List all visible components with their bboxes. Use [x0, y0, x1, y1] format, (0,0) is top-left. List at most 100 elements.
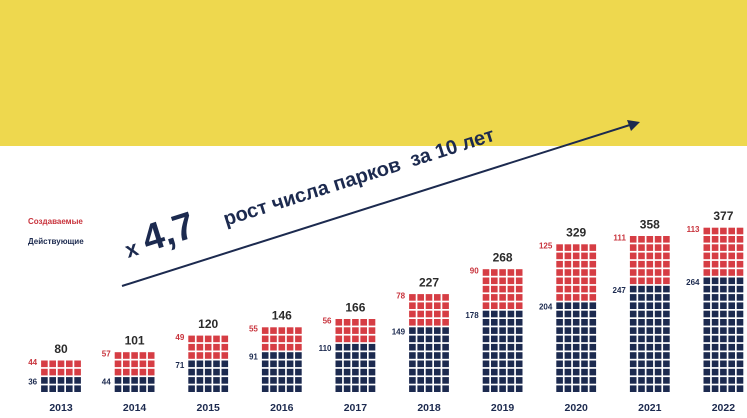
active-square: [646, 310, 654, 318]
active-square: [736, 360, 744, 368]
active-square: [646, 302, 654, 309]
active-square: [589, 327, 597, 334]
active-square: [188, 377, 195, 384]
created-square: [572, 285, 580, 293]
active-square: [335, 385, 343, 392]
active-square: [417, 360, 424, 368]
active-square: [654, 343, 662, 351]
created-square: [286, 335, 294, 343]
active-square: [507, 352, 515, 359]
active-square: [629, 319, 637, 326]
active-square: [711, 377, 719, 384]
active-square: [728, 360, 735, 368]
active-square: [629, 360, 637, 368]
created-square: [629, 244, 637, 251]
created-square: [736, 260, 744, 268]
created-square: [507, 285, 515, 293]
created-value-2021: 111: [613, 233, 626, 242]
active-square: [499, 377, 506, 384]
active-square: [482, 368, 490, 376]
active-square: [261, 385, 269, 392]
active-square: [417, 327, 424, 334]
year-label-2017: 2017: [344, 402, 368, 414]
active-square: [703, 352, 711, 359]
active-square: [41, 377, 48, 384]
created-square: [491, 294, 498, 301]
created-square: [66, 368, 73, 376]
created-square: [270, 335, 277, 343]
created-square: [564, 277, 572, 285]
active-square: [278, 385, 286, 392]
active-square: [491, 327, 498, 334]
created-square: [188, 335, 195, 343]
active-square: [442, 335, 449, 343]
created-square: [572, 244, 580, 251]
active-square: [564, 302, 572, 309]
created-square: [728, 269, 735, 276]
active-square: [417, 377, 424, 384]
active-square: [728, 385, 735, 392]
active-square: [646, 285, 654, 293]
active-square: [646, 335, 654, 343]
active-square: [499, 335, 506, 343]
created-square: [417, 310, 424, 318]
created-square: [286, 327, 294, 334]
active-square: [204, 377, 212, 384]
created-square: [556, 252, 563, 260]
created-square: [646, 269, 654, 276]
active-square: [572, 385, 580, 392]
created-square: [261, 335, 269, 343]
active-square: [491, 319, 498, 326]
active-square: [654, 385, 662, 392]
created-square: [728, 252, 735, 260]
active-square: [703, 377, 711, 384]
headline-multiplier-value: 4,7: [137, 205, 200, 261]
active-square: [663, 377, 670, 384]
created-square: [646, 252, 654, 260]
active-square: [213, 368, 220, 376]
active-square: [646, 377, 654, 384]
created-square: [638, 252, 645, 260]
created-square: [556, 285, 563, 293]
active-square: [589, 368, 597, 376]
active-square: [425, 335, 433, 343]
active-square: [556, 368, 563, 376]
created-square: [589, 277, 597, 285]
active-square: [720, 385, 727, 392]
active-square: [139, 385, 147, 392]
active-square: [736, 277, 744, 285]
active-square: [654, 302, 662, 309]
legend-active: Действующие: [28, 237, 84, 246]
active-square: [720, 377, 727, 384]
active-square: [360, 360, 367, 368]
active-square: [728, 302, 735, 309]
created-square: [213, 343, 220, 351]
active-square: [515, 319, 523, 326]
active-square: [629, 310, 637, 318]
created-square: [425, 294, 433, 301]
created-square: [654, 260, 662, 268]
active-square: [286, 360, 294, 368]
created-square: [295, 343, 302, 351]
active-square: [629, 343, 637, 351]
created-square: [417, 294, 424, 301]
active-square: [556, 352, 563, 359]
created-square: [564, 294, 572, 301]
created-square: [572, 277, 580, 285]
active-square: [286, 385, 294, 392]
active-value-2021: 247: [613, 286, 627, 295]
active-square: [703, 368, 711, 376]
active-square: [425, 352, 433, 359]
total-label-2016: 146: [272, 309, 292, 323]
created-square: [368, 327, 376, 334]
active-square: [417, 343, 424, 351]
created-square: [114, 352, 122, 359]
created-square: [204, 335, 212, 343]
active-square: [728, 335, 735, 343]
created-square: [654, 244, 662, 251]
active-square: [556, 327, 563, 334]
created-square: [352, 335, 359, 343]
active-square: [204, 385, 212, 392]
active-square: [720, 310, 727, 318]
